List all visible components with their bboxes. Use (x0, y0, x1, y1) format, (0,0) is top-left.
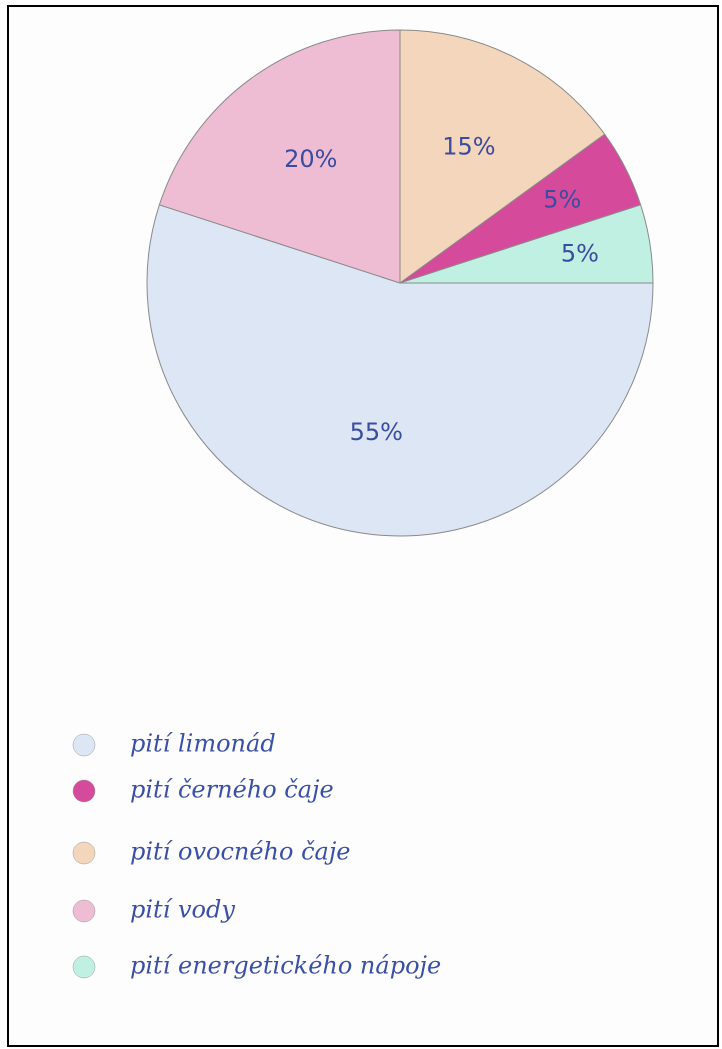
slice-label: 5% (543, 185, 581, 213)
pie-slice (399, 29, 606, 284)
slice-label: 15% (442, 133, 495, 161)
legend-swatch (72, 779, 96, 803)
legend-swatch (72, 841, 96, 865)
legend-label: pití vody (130, 896, 235, 924)
legend-swatch (72, 899, 96, 923)
slice-label: 20% (284, 145, 337, 173)
legend-label: pití černého čaje (130, 776, 334, 804)
legend-label: pití limonád (130, 730, 276, 758)
pie-slice (146, 204, 654, 537)
pie-slice (158, 29, 401, 284)
legend-label: pití energetického nápoje (130, 952, 441, 980)
legend-swatch (72, 733, 96, 757)
slice-label: 5% (561, 240, 599, 268)
slice-label: 55% (350, 418, 403, 446)
legend-label: pití ovocného čaje (130, 838, 350, 866)
legend-swatch (72, 955, 96, 979)
